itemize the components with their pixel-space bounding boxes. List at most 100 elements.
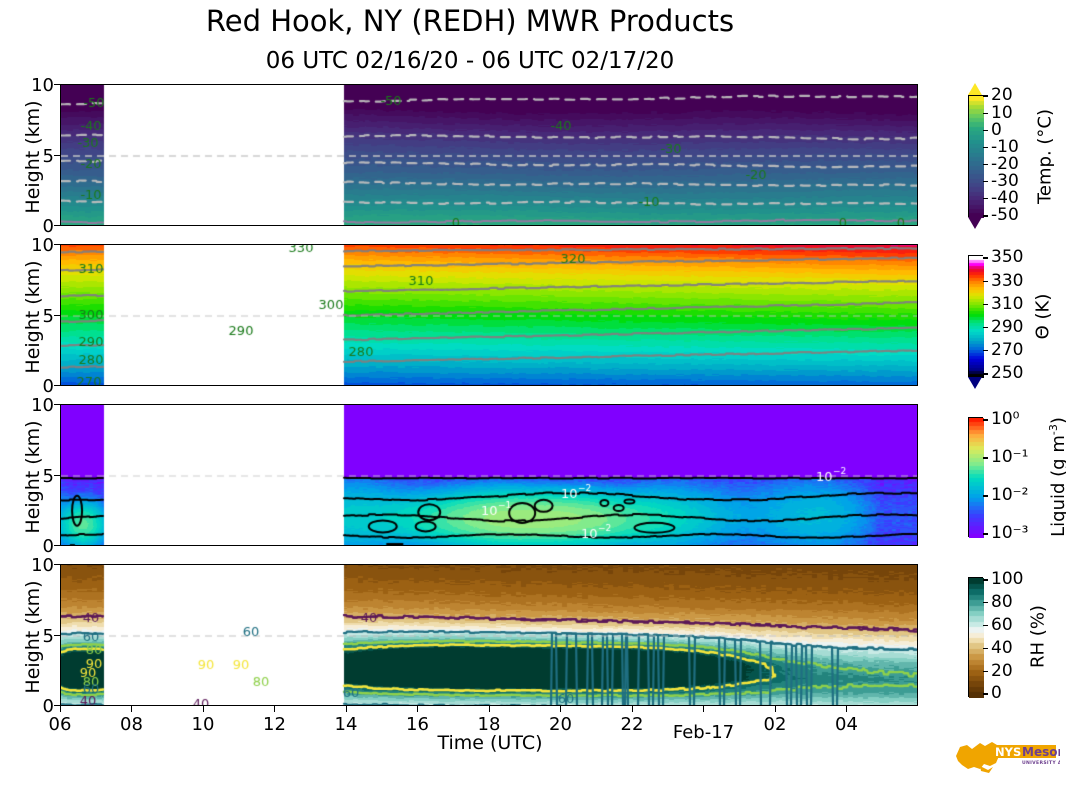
ytick-temp-0: 0 [42,216,54,237]
colorbar-tick-label: 10⁻² [991,485,1029,506]
x-tickmark [417,706,419,712]
colorbar-tick-label: -50 [991,205,1019,226]
colorbar-rh [968,577,984,698]
panel-relative-humidity [60,564,918,706]
colorbar-tickmark [983,693,988,695]
colorbar-tick-label: 40 [991,637,1013,658]
x-tickmark [703,706,705,712]
x-tick-label: 10 [191,714,215,735]
colorbar-tickmark [983,579,988,581]
x-tickmark [560,706,562,712]
colorbar-tick-label: -10 [991,136,1019,157]
colorbar-tickmark [983,198,988,200]
colorbar-tick-label: 20 [991,85,1013,106]
colorbar-rh-label: RH (%) [1027,605,1049,668]
ytick-liquid-10: 10 [31,395,54,416]
x-tickmark [846,706,848,712]
x-tick-label: Feb-17 [672,722,735,743]
x-tick-label: 14 [334,714,358,735]
x-tick-label: 22 [620,714,644,735]
ytick-rh-10: 10 [31,555,54,576]
colorbar-tickmark [983,112,988,114]
page-title: Red Hook, NY (REDH) MWR Products [205,4,735,38]
x-tick-label: 02 [763,714,787,735]
x-tick-label: 06 [48,714,72,735]
colorbar-tick-label: 250 [991,363,1024,384]
colorbar-tickmark [983,533,988,535]
colorbar-tick-label: 10⁻³ [991,523,1029,544]
colorbar-tick-label: 60 [991,615,1013,636]
x-tickmark [488,706,490,712]
x-tick-label: 08 [120,714,143,735]
colorbar-tickmark [983,419,988,421]
colorbar-temperature-min-arrow [968,217,982,229]
colorbar-tick-label: -20 [991,154,1019,175]
colorbar-tickmark [983,163,988,166]
ytick-theta-0: 0 [42,376,54,397]
panel-temperature [60,84,918,226]
colorbar-tickmark [983,647,988,649]
colorbar-tickmark [983,327,988,329]
colorbar-tickmark [983,181,988,183]
colorbar-tick-label: -40 [991,188,1019,209]
colorbar-tick-label: 310 [991,293,1024,314]
colorbar-tick-label: 10⁻¹ [991,447,1029,468]
x-tickmark [774,706,776,712]
colorbar-tickmark [983,670,988,672]
colorbar-tickmark [983,257,988,259]
colorbar-theta-max-arrow [968,243,982,255]
panel-potential-temperature [60,244,918,386]
ytick-temp-5: 5 [42,146,54,167]
x-tick-label: 04 [835,714,858,735]
colorbar-temperature-max-arrow [968,83,982,95]
colorbar-tickmark [983,350,988,352]
page-subtitle: 06 UTC 02/16/20 - 06 UTC 02/17/20 [265,48,675,74]
svg-text:UNIVERSITY AT ALBANY: UNIVERSITY AT ALBANY [1022,760,1060,766]
ytick-rh-0: 0 [42,696,54,717]
colorbar-tickmark [983,146,988,149]
x-tick-label: 18 [477,714,501,735]
x-tick-label: 16 [406,714,429,735]
ytick-theta-5: 5 [42,306,54,327]
svg-text:NYS: NYS [995,745,1021,759]
colorbar-tickmark [983,215,988,217]
ytick-rh-5: 5 [42,626,54,647]
colorbar-tickmark [983,129,988,131]
colorbar-tick-label: 10⁰ [991,409,1020,430]
x-tick-label: 20 [549,714,572,735]
colorbar-tick-label: 290 [991,317,1024,338]
panel-liquid-water [60,404,918,546]
colorbar-tick-label: 20 [991,660,1013,681]
colorbar-tick-label: 100 [991,569,1024,590]
colorbar-tickmark [983,373,988,375]
colorbar-theta-min-arrow [968,377,982,389]
x-tickmark [59,706,61,712]
ytick-temp-10: 10 [31,75,54,96]
x-tick-label: 12 [263,714,286,735]
x-tickmark [274,706,276,712]
colorbar-tickmark [983,625,988,627]
colorbar-liquid-label: Liquid (g m-3) [1047,417,1066,537]
colorbar-tickmark [983,495,988,497]
colorbar-liquid [968,417,984,538]
colorbar-tickmark [983,303,988,305]
colorbar-tickmark [983,280,988,282]
colorbar-temperature [968,95,984,218]
xlabel: Time (UTC) [437,732,543,754]
nys-mesonet-logo: NYS Mesonet UNIVERSITY AT ALBANY [952,736,1066,776]
colorbar-theta [968,255,984,378]
x-tickmark [631,706,633,712]
colorbar-tickmark [983,95,988,97]
colorbar-tick-label: 350 [991,247,1024,268]
x-tickmark [345,706,347,712]
colorbar-tick-label: 0 [991,683,1002,704]
colorbar-temperature-label: Temp. (°C) [1034,108,1056,205]
colorbar-tick-label: -30 [991,171,1019,192]
colorbar-tick-label: 270 [991,340,1024,361]
ytick-liquid-0: 0 [42,536,54,557]
svg-text:Mesonet: Mesonet [1022,745,1060,759]
colorbar-tick-label: 80 [991,592,1013,613]
x-tickmark [202,706,204,712]
x-tickmark [131,706,133,712]
